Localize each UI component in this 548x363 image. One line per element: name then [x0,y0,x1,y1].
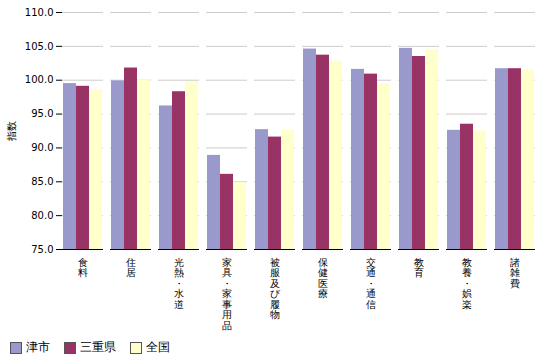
svg-text:100.0: 100.0 [25,74,54,85]
svg-text:諸雑費: 諸雑費 [510,257,520,289]
svg-text:105.0: 105.0 [25,41,54,52]
svg-text:指数: 指数 [6,121,17,142]
svg-text:85.0: 85.0 [31,176,53,187]
svg-text:住居: 住居 [126,257,136,278]
html-text:津市: 津市 [26,340,50,354]
svg-text:95.0: 95.0 [31,108,53,119]
svg-text:75.0: 75.0 [31,244,53,255]
html-text:三重県: 三重県 [80,340,116,354]
svg-text:光熱・水道: 光熱・水道 [174,257,184,310]
svg-text:家具・家事用品: 家具・家事用品 [222,257,232,331]
svg-text:90.0: 90.0 [31,142,53,153]
svg-text:食料: 食料 [78,257,88,278]
svg-text:被服及び履物: 被服及び履物 [270,257,281,321]
svg-text:教養・娯楽: 教養・娯楽 [462,257,472,310]
svg-text:交通・通信: 交通・通信 [366,257,376,310]
svg-text:保健医療: 保健医療 [318,257,328,300]
html-text:全国: 全国 [146,340,170,354]
svg-text:80.0: 80.0 [31,210,53,221]
svg-text:教育: 教育 [414,257,424,278]
svg-text:110.0: 110.0 [25,7,54,18]
